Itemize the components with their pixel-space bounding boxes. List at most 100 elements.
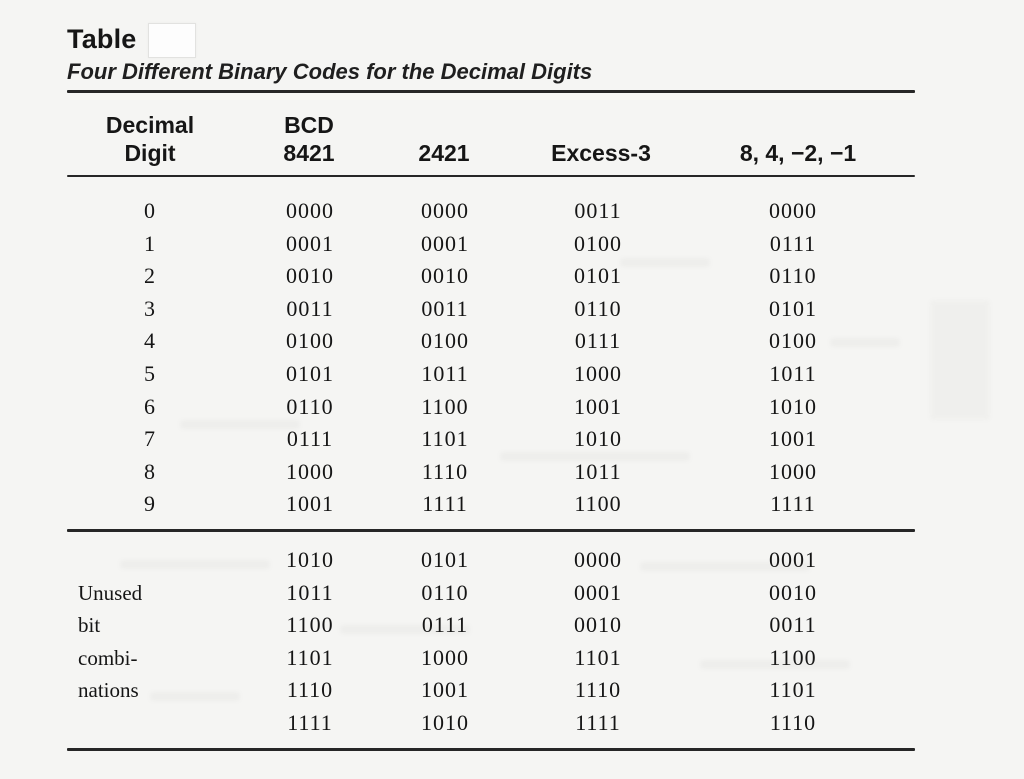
code-cell-2421: 0000: [421, 198, 469, 223]
code-cell-bcd-8421: 1110: [286, 677, 334, 703]
code-cell-2421: 0100: [421, 328, 469, 354]
code-cell-bcd-8421: 0100: [286, 328, 334, 354]
code-cell-bcd-8421: 1010: [286, 547, 334, 572]
code-cell-bcd-8421: 1000: [286, 458, 334, 484]
code-cell-8-4-m2-m1: 1100: [769, 644, 817, 670]
code-cell-8-4-m2-m1: 0100: [769, 328, 817, 354]
code-cell-bcd-8421: 1011: [286, 579, 334, 605]
rule-below-header: [67, 175, 915, 177]
code-cell-bcd-8421: 1101: [286, 644, 334, 670]
unused-label: Unused: [78, 580, 143, 605]
code-cell-excess-3: 1010: [574, 426, 622, 452]
code-cell-excess-3: 0110: [574, 295, 622, 321]
column-header-line: 8, 4, −2, −1: [739, 140, 857, 166]
code-cell-8-4-m2-m1: 1111: [770, 491, 816, 517]
code-cell-2421: 0001: [421, 230, 469, 256]
digit-cell: 6: [144, 393, 156, 419]
digit-cell: 0: [144, 198, 156, 223]
rule-bottom: [67, 748, 915, 751]
code-cell-2421: 0101: [421, 547, 469, 572]
unused-label: bit: [78, 613, 101, 638]
digit-cell: 5: [144, 361, 156, 386]
code-cell-2421: 1100: [421, 393, 469, 419]
code-cell-bcd-8421: 0001: [286, 230, 334, 256]
column-header-line: [418, 111, 469, 139]
column-header-line: 8421: [283, 140, 335, 166]
table-number-box: [148, 23, 196, 58]
code-cell-bcd-8421: 0010: [286, 263, 334, 289]
code-cell-excess-3: 0000: [574, 547, 622, 572]
column-header-line: [551, 111, 651, 139]
digit-cell: 1: [144, 230, 156, 256]
code-cell-excess-3: 1001: [574, 393, 622, 419]
code-cell-2421: 1111: [422, 491, 468, 517]
code-cell-2421: 1000: [421, 644, 469, 670]
code-cell-8-4-m2-m1: 1101: [769, 677, 817, 703]
table-title: Table: [67, 24, 137, 54]
column-header-line: Excess-3: [551, 140, 651, 166]
code-cell-excess-3: 0111: [574, 328, 622, 354]
code-cell-excess-3: 0010: [574, 612, 622, 638]
column-header-line: 2421: [418, 140, 470, 166]
column-header-line: Decimal: [105, 112, 195, 138]
code-cell-2421: 0110: [421, 579, 469, 605]
code-cell-8-4-m2-m1: 1110: [769, 710, 817, 735]
code-cell-excess-3: 1100: [574, 491, 622, 517]
code-cell-2421: 1110: [421, 458, 469, 484]
code-cell-8-4-m2-m1: 1001: [769, 426, 817, 452]
digit-cell: 9: [144, 491, 156, 517]
code-cell-bcd-8421: 0110: [286, 393, 334, 419]
code-cell-excess-3: 0100: [574, 230, 622, 256]
code-cell-excess-3: 1111: [575, 710, 621, 735]
code-cell-8-4-m2-m1: 0010: [769, 579, 817, 605]
code-cell-2421: 0111: [421, 612, 469, 638]
code-cell-excess-3: 0011: [574, 198, 622, 223]
code-cell-bcd-8421: 0000: [286, 198, 334, 223]
code-cell-8-4-m2-m1: 0111: [769, 230, 817, 256]
column-header-line: Digit: [124, 140, 176, 166]
code-cell-2421: 0010: [421, 263, 469, 289]
unused-label: combi-: [78, 645, 138, 670]
code-cell-8-4-m2-m1: 0011: [769, 612, 817, 638]
column-header-excess-3: Excess-3: [551, 111, 651, 167]
code-cell-bcd-8421: 0101: [286, 361, 334, 386]
table-subtitle: Four Different Binary Codes for the Deci…: [67, 59, 593, 84]
code-cell-8-4-m2-m1: 1010: [769, 393, 817, 419]
rule-top: [67, 90, 915, 93]
digit-cell: 2: [144, 263, 156, 289]
code-cell-8-4-m2-m1: 0101: [769, 295, 817, 321]
code-cell-bcd-8421: 1100: [286, 612, 334, 638]
code-cell-2421: 0011: [421, 295, 469, 321]
digit-cell: 4: [144, 328, 156, 354]
code-cell-8-4-m2-m1: 0001: [769, 547, 817, 572]
column-header-line: BCD: [284, 112, 334, 138]
digit-cell: 7: [144, 426, 156, 452]
digit-cell: 8: [144, 458, 156, 484]
code-cell-bcd-8421: 1111: [287, 710, 333, 735]
code-cell-8-4-m2-m1: 1011: [769, 361, 817, 386]
code-cell-2421: 1101: [421, 426, 469, 452]
column-header-line: [740, 111, 856, 139]
code-cell-excess-3: 0001: [574, 579, 622, 605]
code-cell-excess-3: 0101: [574, 263, 622, 289]
code-cell-8-4-m2-m1: 0000: [769, 198, 817, 223]
code-cell-excess-3: 1110: [574, 677, 622, 703]
rule-mid: [67, 529, 915, 532]
code-cell-excess-3: 1101: [574, 644, 622, 670]
code-cell-2421: 1011: [421, 361, 469, 386]
code-cell-2421: 1001: [421, 677, 469, 703]
code-cell-excess-3: 1000: [574, 361, 622, 386]
unused-label: nations: [78, 678, 139, 703]
column-header-2421: 2421: [418, 111, 469, 167]
code-cell-2421: 1010: [421, 710, 469, 735]
code-cell-bcd-8421: 0111: [286, 426, 334, 452]
code-cell-8-4-m2-m1: 1000: [769, 458, 817, 484]
column-header-8-4-m2-m1: 8, 4, −2, −1: [740, 111, 856, 167]
column-header-decimal-digit: Decimal Digit: [106, 111, 194, 167]
code-cell-8-4-m2-m1: 0110: [769, 263, 817, 289]
code-cell-excess-3: 1011: [574, 458, 622, 484]
code-cell-bcd-8421: 0011: [286, 295, 334, 321]
column-header-bcd-8421: BCD 8421: [283, 111, 334, 167]
digit-cell: 3: [144, 295, 156, 321]
code-cell-bcd-8421: 1001: [286, 491, 334, 517]
